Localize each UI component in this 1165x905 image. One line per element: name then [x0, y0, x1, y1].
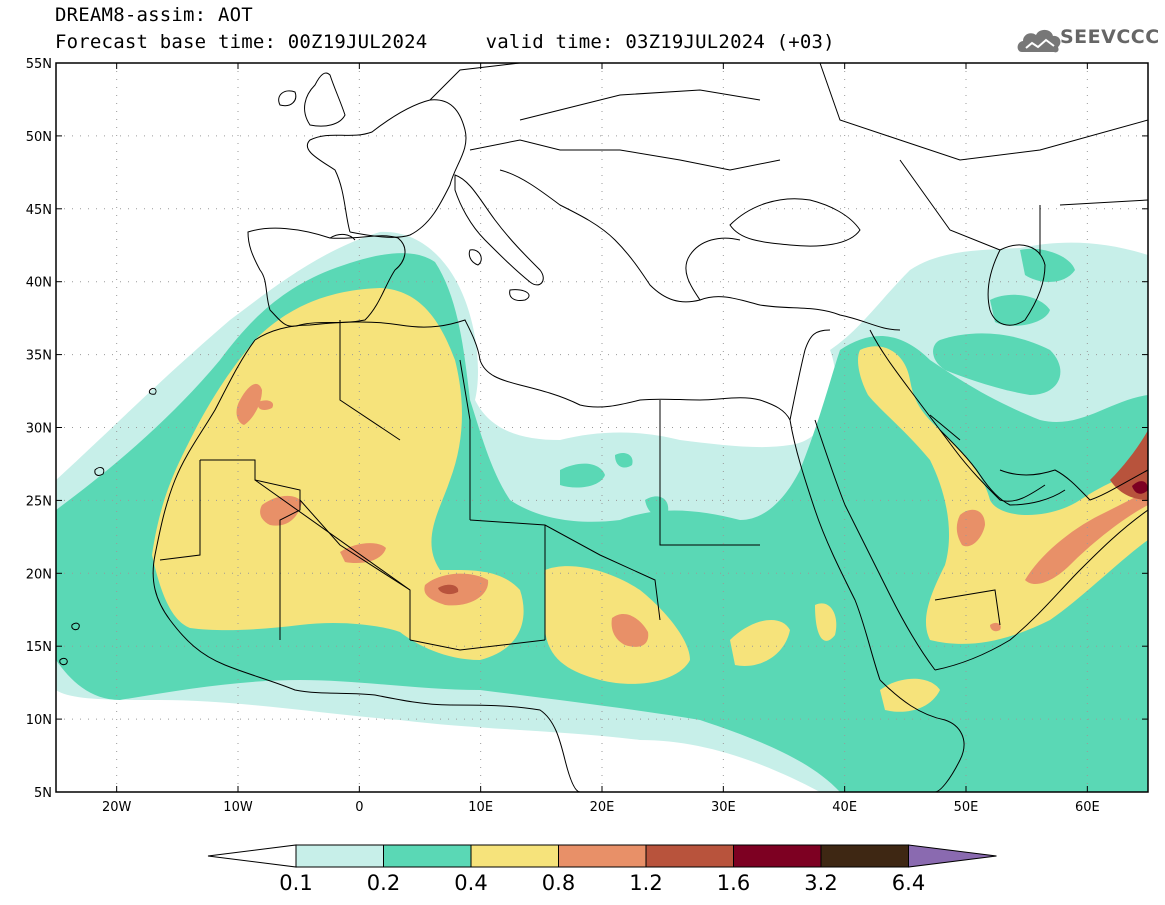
lat-label: 40N — [26, 276, 52, 291]
colorbar-label: 0.2 — [367, 871, 400, 895]
lat-label: 45N — [26, 203, 52, 218]
colorbar-label: 3.2 — [804, 871, 837, 895]
colorbar-bin — [645, 844, 734, 868]
longitude-axis: 20W 10W 0 10E 20E 30E 40E 50E 60E — [102, 63, 1100, 815]
lon-label: 40E — [832, 800, 857, 815]
cloud-icon — [1017, 29, 1061, 53]
lat-label: 50N — [26, 130, 52, 145]
latitude-axis: 55N 50N 45N 40N 35N 30N 25N 20N 15N 10N 5N — [26, 57, 1148, 801]
valid-time-label: valid time: 03Z19JUL2024 (+03) — [485, 31, 835, 53]
lon-label: 20W — [102, 800, 132, 815]
colorbar-label: 0.1 — [279, 871, 312, 895]
lat-label: 20N — [26, 567, 52, 582]
lat-label: 30N — [26, 422, 52, 437]
colorbar-bin — [383, 844, 472, 868]
colorbar-bin — [558, 844, 647, 868]
lon-label: 50E — [954, 800, 979, 815]
lon-label: 60E — [1075, 800, 1100, 815]
colorbar-label: 0.4 — [454, 871, 487, 895]
lon-label: 0 — [355, 800, 363, 815]
lat-label: 25N — [26, 494, 52, 509]
colorbar-over-triangle — [908, 844, 997, 868]
colorbar: 0.1 0.2 0.4 0.8 1.2 1.6 3.2 6.4 — [207, 844, 997, 895]
lat-label: 35N — [26, 349, 52, 364]
lat-label: 15N — [26, 640, 52, 655]
colorbar-bin — [470, 844, 559, 868]
colorbar-bin — [820, 844, 909, 868]
colorbar-label: 6.4 — [892, 871, 925, 895]
product-title: DREAM8-assim: AOT — [55, 4, 253, 26]
colorbar-bin — [295, 844, 384, 868]
time-info: Forecast base time: 00Z19JUL2024 valid t… — [55, 31, 835, 53]
colorbar-bin — [733, 844, 822, 868]
aot-contour-1.6 — [1132, 481, 1148, 494]
lon-label: 10E — [468, 800, 493, 815]
base-time-label: Forecast base time: 00Z19JUL2024 — [55, 31, 428, 53]
colorbar-label: 1.2 — [629, 871, 662, 895]
aot-field — [56, 63, 1148, 792]
lon-label: 30E — [711, 800, 736, 815]
lat-label: 10N — [26, 713, 52, 728]
lat-label: 55N — [26, 57, 52, 72]
aot-contour-0.8 — [236, 383, 1148, 647]
lon-label: 10W — [223, 800, 253, 815]
logo-text: SEEVCCC — [1060, 26, 1160, 48]
lon-label: 20E — [590, 800, 615, 815]
coastlines-and-borders — [59, 63, 1148, 792]
colorbar-label: 0.8 — [542, 871, 575, 895]
colorbar-label: 1.6 — [717, 871, 750, 895]
lat-label: 5N — [34, 786, 52, 801]
colorbar-under-triangle — [207, 844, 297, 868]
